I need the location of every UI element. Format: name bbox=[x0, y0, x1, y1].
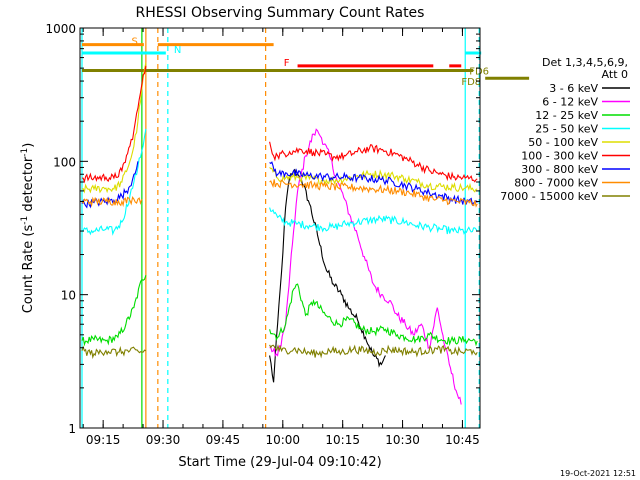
y-tick-label-1: 10 bbox=[61, 289, 76, 303]
legend-label-5: 100 - 300 keV bbox=[521, 150, 598, 163]
y-tick-label-3: 1000 bbox=[45, 22, 76, 36]
vertical-markers bbox=[81, 28, 480, 428]
y-tick-label-2: 100 bbox=[53, 155, 76, 169]
y-axis-ticks: 1 10 100 1000 bbox=[45, 22, 480, 436]
y-axis-label-part-1: Count Rate (s bbox=[21, 225, 36, 314]
legend-label-1: 6 - 12 keV bbox=[542, 96, 598, 109]
x-axis-label: Start Time (29-Jul-04 09:10:42) bbox=[178, 455, 381, 470]
x-tick-label-3: 10:00 bbox=[265, 433, 300, 447]
legend-label-8: 7000 - 15000 keV bbox=[500, 190, 598, 203]
y-axis-label-part-2: detector bbox=[21, 156, 36, 216]
legend-header-1: Det 1,3,4,5,6,9, bbox=[542, 56, 628, 69]
series-line-3 bbox=[81, 128, 478, 236]
series-line-2 bbox=[81, 275, 478, 347]
x-tick-label-4: 10:15 bbox=[325, 433, 360, 447]
legend-label-6: 300 - 800 keV bbox=[521, 163, 598, 176]
x-tick-label-2: 09:45 bbox=[206, 433, 241, 447]
series-line-8 bbox=[81, 344, 478, 360]
chart-title: RHESSI Observing Summary Count Rates bbox=[136, 5, 425, 21]
series-lines bbox=[81, 62, 478, 405]
state-bar-label-4: FD6 bbox=[469, 67, 489, 78]
series-line-1 bbox=[269, 128, 462, 405]
x-tick-label-6: 10:45 bbox=[445, 433, 480, 447]
series-line-5 bbox=[81, 65, 478, 184]
y-axis-label-part-3: ) bbox=[21, 143, 36, 148]
legend-label-2: 12 - 25 keV bbox=[535, 109, 598, 122]
legend-header-2: Att 0 bbox=[602, 68, 628, 81]
x-tick-label-5: 10:30 bbox=[385, 433, 420, 447]
legend-label-0: 3 - 6 keV bbox=[549, 82, 598, 95]
y-axis-label-exp-1: -1 bbox=[20, 216, 30, 225]
x-axis-ticks: 09:15 09:30 09:45 10:00 10:15 10:30 10:45 bbox=[82, 28, 480, 447]
state-bar-label-2: F bbox=[284, 58, 290, 69]
y-tick-label-0: 1 bbox=[68, 422, 76, 436]
series-line-7 bbox=[81, 179, 478, 208]
legend-label-3: 25 - 50 keV bbox=[535, 123, 598, 136]
y-axis-label-exp-2: -1 bbox=[20, 148, 30, 157]
x-tick-label-0: 09:15 bbox=[86, 433, 121, 447]
series-line-0 bbox=[269, 168, 386, 383]
plot-frame bbox=[79, 27, 481, 429]
y-axis-label: Count Rate (s-1 detector-1) bbox=[20, 143, 36, 314]
timestamp: 19-Oct-2021 12:51 bbox=[560, 469, 636, 478]
legend-label-4: 50 - 100 keV bbox=[528, 136, 598, 149]
state-bar-label-1: N bbox=[174, 45, 181, 56]
legend-label-7: 800 - 7000 keV bbox=[514, 177, 598, 190]
x-tick-label-1: 09:30 bbox=[146, 433, 181, 447]
state-bar-label-5: FD8 bbox=[461, 77, 481, 88]
state-bar-label-0: S bbox=[132, 37, 138, 48]
series-line-4 bbox=[81, 62, 478, 194]
